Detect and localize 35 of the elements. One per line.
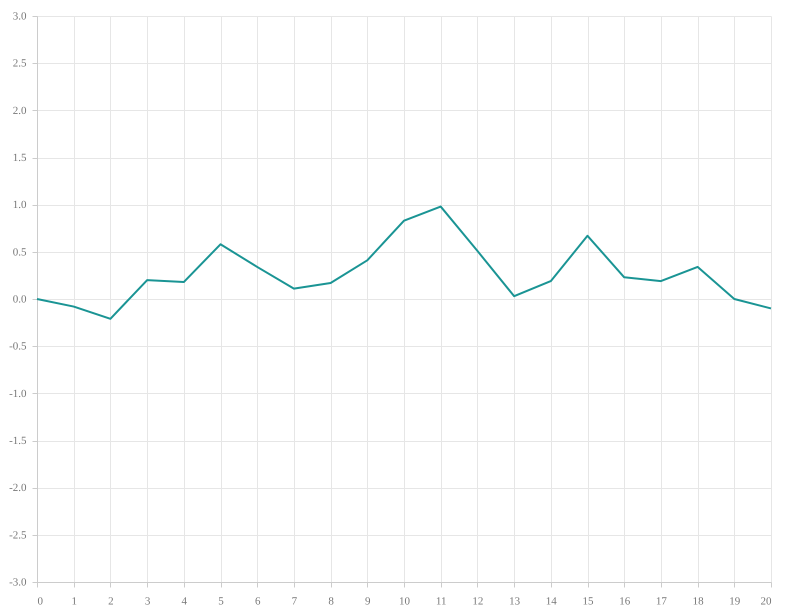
y-tick-label: -1.5 (9, 435, 27, 447)
y-tick-label: 1.5 (12, 152, 27, 164)
y-tick-label: -2.5 (9, 529, 27, 542)
y-tick-label: 0.0 (12, 294, 27, 306)
line-series (36, 206, 772, 320)
y-tick-label: 3.0 (12, 10, 27, 22)
x-tick-label: 17 (656, 596, 668, 608)
x-tick-label: 4 (182, 596, 188, 608)
x-tick-label: 19 (729, 596, 741, 608)
y-tick-label: 0.5 (12, 246, 27, 258)
x-tick-label: 20 (760, 596, 772, 608)
x-tick-label: 8 (328, 596, 334, 608)
x-tick-label: 14 (546, 596, 558, 608)
y-tick-label: -0.5 (9, 340, 27, 353)
x-tick-label: 13 (509, 596, 521, 608)
x-tick-label: 0 (38, 596, 44, 608)
x-tick-label: 2 (108, 596, 114, 608)
y-tick-label: 2.0 (12, 104, 27, 117)
y-tick-label: -2.0 (9, 482, 27, 494)
x-tick-label: 18 (692, 596, 704, 608)
x-tick-label: 1 (71, 596, 77, 608)
x-tick-label: 16 (619, 596, 631, 608)
x-tick-label: 15 (582, 596, 594, 608)
y-tick-label: 2.5 (12, 58, 27, 70)
x-tick-label: 9 (365, 596, 372, 608)
x-tick-label: 11 (436, 596, 446, 608)
x-tick-label: 6 (254, 596, 261, 608)
x-tick-label: 7 (292, 596, 298, 608)
x-tick-label: 12 (472, 596, 484, 608)
y-tick-label: -3.0 (9, 576, 27, 588)
y-tick-label: -1.0 (9, 388, 27, 400)
y-tick-label: 1.0 (12, 199, 27, 212)
x-tick-label: 5 (218, 596, 224, 608)
x-tick-label: 3 (144, 596, 151, 608)
x-tick-label: 10 (399, 596, 410, 608)
